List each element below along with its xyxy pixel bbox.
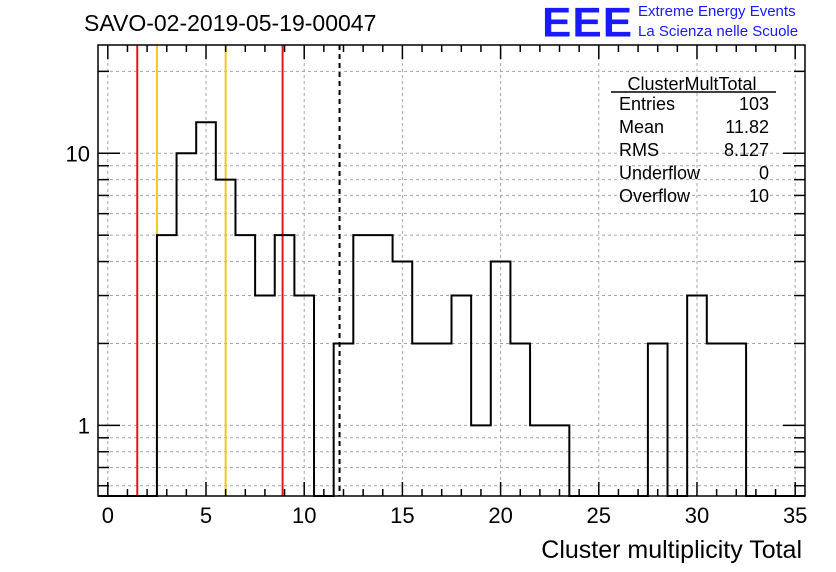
x-axis-title: Cluster multiplicity Total: [541, 536, 802, 564]
logo-line-1: Extreme Energy Events: [638, 3, 796, 20]
stats-value-rms: 8.127: [724, 140, 769, 160]
stats-value-overflow: 10: [749, 186, 769, 206]
stats-label-rms: RMS: [619, 140, 659, 160]
chart-title: SAVO-02-2019-05-19-00047: [84, 10, 377, 36]
x-tick-label: 10: [292, 503, 316, 528]
x-tick-label: 25: [587, 503, 611, 528]
tick-labels: 0 5 10 15 20 25 30 35 1 10: [66, 141, 808, 528]
marker-lines: [136, 45, 341, 496]
x-tick-label: 30: [685, 503, 709, 528]
stats-label-underflow: Underflow: [619, 163, 701, 183]
stats-label-entries: Entries: [619, 94, 675, 114]
plot-frame: [97, 44, 806, 497]
stats-value-mean: 11.82: [725, 117, 769, 137]
logo-line-2: La Scienza nelle Scuole: [638, 23, 799, 40]
stats-label-overflow: Overflow: [619, 186, 691, 206]
stats-value-entries: 103: [739, 94, 769, 114]
eee-logo: EEE: [542, 0, 634, 46]
frame: [97, 44, 806, 497]
y-tick-label: 1: [78, 413, 90, 438]
x-tick-label: 20: [488, 503, 512, 528]
y-tick-label: 10: [66, 141, 90, 166]
stats-box: ClusterMultTotal Entries 103 Mean 11.82 …: [611, 74, 776, 206]
stats-label-mean: Mean: [619, 117, 664, 137]
stats-title: ClusterMultTotal: [627, 74, 756, 94]
x-tick-label: 5: [200, 503, 212, 528]
axis-ticks: [98, 45, 805, 496]
grid: [98, 45, 805, 496]
x-tick-label: 35: [783, 503, 807, 528]
stats-value-underflow: 0: [759, 163, 769, 183]
x-tick-label: 15: [390, 503, 414, 528]
x-tick-label: 0: [102, 503, 114, 528]
